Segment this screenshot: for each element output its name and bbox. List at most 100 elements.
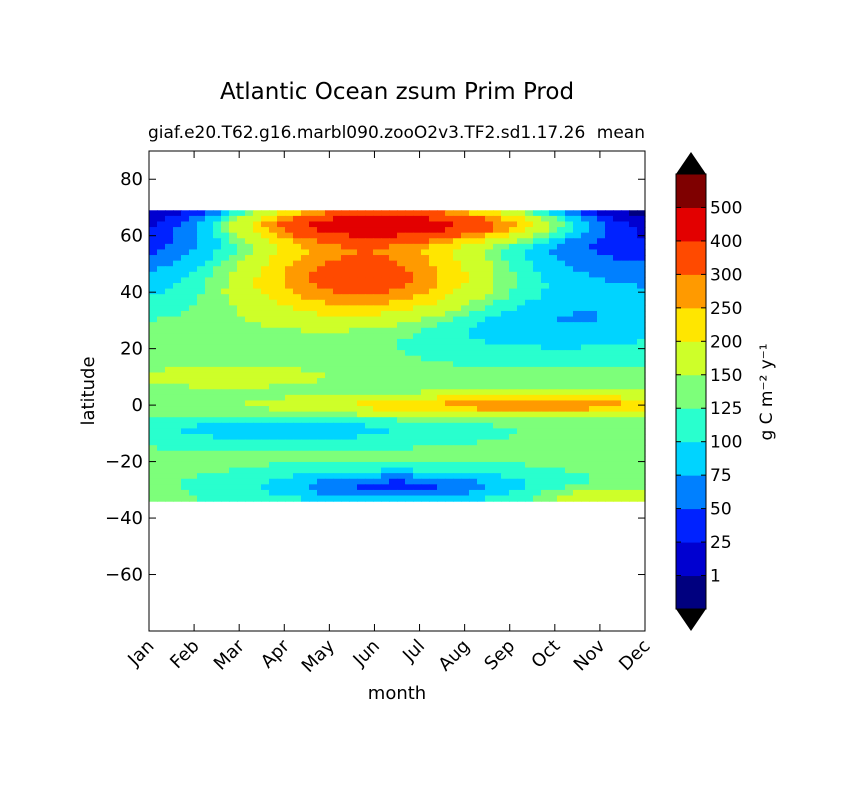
contour-cell (197, 467, 206, 474)
contour-cell (421, 305, 430, 312)
contour-cell (229, 310, 238, 318)
contour-cell (549, 232, 558, 239)
contour-cell (605, 215, 614, 223)
contour-cell (445, 277, 454, 284)
contour-cell (309, 350, 318, 357)
contour-cell (405, 294, 414, 301)
contour-cell (293, 411, 302, 418)
contour-cell (205, 495, 214, 502)
contour-cell (429, 383, 438, 390)
y-tick-label: 60 (120, 226, 143, 247)
contour-cell (461, 422, 470, 430)
contour-cell (517, 327, 526, 334)
contour-cell (269, 260, 278, 267)
contour-cell (173, 484, 182, 491)
contour-cell (413, 260, 422, 267)
contour-cell (165, 344, 174, 351)
contour-cell (397, 434, 406, 441)
contour-cell (197, 243, 206, 251)
contour-cell (389, 316, 398, 323)
contour-cell (229, 260, 238, 267)
contour-cell (437, 372, 446, 379)
contour-cell (469, 383, 478, 390)
contour-cell (301, 478, 310, 485)
contour-cell (477, 243, 486, 251)
contour-cell (213, 299, 222, 306)
contour-cell (525, 310, 534, 318)
contour-cell (285, 271, 294, 278)
contour-cell (541, 221, 550, 228)
contour-cell (325, 260, 334, 267)
contour-cell (325, 428, 334, 435)
contour-cell (349, 344, 358, 351)
contour-cell (357, 288, 366, 295)
contour-cell (293, 238, 302, 245)
contour-cell (445, 389, 454, 396)
contour-cell (533, 467, 542, 474)
contour-cell (229, 338, 238, 346)
contour-cell (189, 450, 198, 457)
contour-cell (341, 439, 350, 446)
contour-cell (429, 288, 438, 295)
contour-cell (405, 277, 414, 284)
contour-cell (189, 221, 198, 228)
contour-cell (261, 383, 270, 390)
contour-cell (589, 461, 598, 469)
contour-cell (589, 484, 598, 491)
contour-cell (357, 445, 366, 452)
contour-cell (389, 422, 398, 430)
contour-cell (197, 461, 206, 469)
contour-cell (293, 400, 302, 407)
contour-cell (229, 422, 238, 430)
contour-cell (213, 428, 222, 435)
contour-cell (549, 338, 558, 346)
contour-cell (205, 400, 214, 407)
contour-cell (277, 283, 286, 290)
contour-cell (445, 439, 454, 446)
contour-cell (453, 327, 462, 334)
contour-cell (605, 249, 614, 256)
contour-cell (485, 434, 494, 441)
contour-cell (605, 361, 614, 368)
contour-cell (349, 277, 358, 284)
contour-cell (557, 271, 566, 278)
contour-cell (629, 327, 638, 334)
contour-cell (301, 411, 310, 418)
contour-cell (269, 288, 278, 295)
contour-cell (365, 310, 374, 318)
contour-cell (501, 305, 510, 312)
contour-cell (621, 350, 630, 357)
contour-cell (293, 461, 302, 469)
contour-cell (477, 232, 486, 239)
contour-cell (229, 221, 238, 228)
contour-cell (149, 283, 158, 290)
x-tick-label: Dec (615, 636, 654, 675)
contour-cell (517, 434, 526, 441)
contour-cell (173, 227, 182, 234)
contour-cell (285, 389, 294, 396)
x-tick-label: Oct (527, 636, 564, 673)
contour-cell (405, 484, 414, 491)
contour-cell (181, 411, 190, 418)
contour-cell (509, 322, 518, 329)
contour-cell (533, 406, 542, 413)
contour-cell (573, 271, 582, 278)
contour-cell (333, 467, 342, 474)
contour-cell (237, 417, 246, 424)
contour-cell (493, 322, 502, 329)
colorbar-extend-top (676, 152, 706, 174)
contour-cell (589, 260, 598, 267)
contour-cell (397, 338, 406, 346)
contour-cell (581, 260, 590, 267)
contour-cell (461, 355, 470, 362)
contour-cell (221, 439, 230, 446)
contour-cell (357, 344, 366, 351)
contour-cell (501, 283, 510, 290)
contour-cell (637, 333, 646, 340)
contour-cell (341, 456, 350, 463)
contour-cell (605, 389, 614, 396)
contour-cell (213, 266, 222, 273)
contour-cell (629, 249, 638, 256)
contour-cell (613, 445, 622, 452)
contour-cell (557, 288, 566, 295)
